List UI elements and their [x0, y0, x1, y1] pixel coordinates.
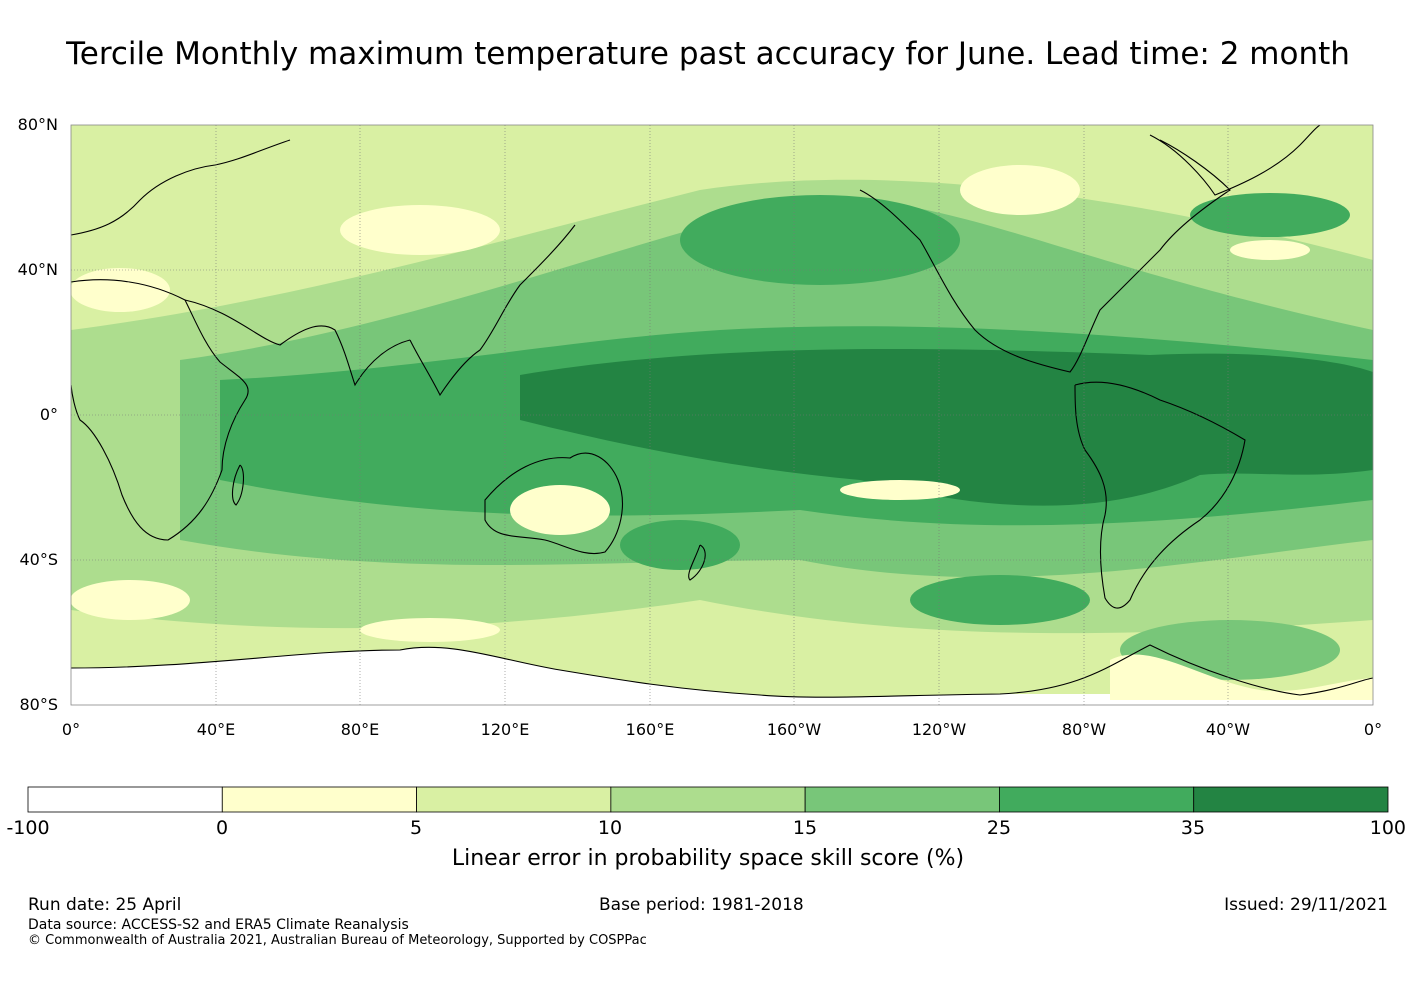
colorbar-segment: [610, 786, 806, 813]
colorbar-level-label: 25: [986, 817, 1012, 839]
run-date: Run date: 25 April: [28, 895, 182, 915]
skill-patch-low: [71, 268, 170, 312]
lon-label-0-right: 0°: [1363, 720, 1383, 739]
colorbar-segment: [27, 786, 223, 813]
coastline-greenland: [1149, 125, 1321, 196]
lon-label-40w: 40°W: [1205, 720, 1251, 739]
skill-region-max: [520, 349, 1373, 506]
antarctica-pale-fringe: [1110, 654, 1373, 700]
colorbar-level-label: -100: [6, 817, 50, 839]
coastline-north-america: [859, 139, 1231, 373]
lon-label-120e: 120°E: [480, 720, 530, 739]
skill-patch-low: [1230, 240, 1310, 260]
skill-patch-low: [840, 480, 960, 500]
lat-label-80s: 80°S: [19, 695, 58, 714]
colorbar-segment: [416, 786, 612, 813]
lon-label-80e: 80°E: [340, 720, 380, 739]
colorbar-segment: [221, 786, 417, 813]
chart-title: Tercile Monthly maximum temperature past…: [66, 36, 1350, 72]
antarctica-no-data: [71, 647, 1373, 705]
coastline-australia: [484, 452, 623, 555]
lon-label-0-left: 0°: [61, 720, 81, 739]
lon-label-160w: 160°W: [766, 720, 822, 739]
colorbar-level-label: 100: [1369, 817, 1406, 839]
colorbar: [27, 786, 1389, 813]
coastline-arabia-india: [184, 299, 411, 387]
coastline-south-america: [1074, 381, 1246, 609]
lon-label-40e: 40°E: [196, 720, 236, 739]
coastline-se-asia: [409, 224, 576, 397]
skill-patch-low: [71, 580, 190, 620]
lat-label-0: 0°: [39, 405, 58, 424]
coastlines: [71, 125, 1373, 698]
copyright: © Commonwealth of Australia 2021, Austra…: [28, 933, 647, 948]
lat-label-40s: 40°S: [19, 550, 58, 569]
coastline-antarctica: [71, 644, 1373, 698]
coastline-new-zealand: [688, 544, 706, 581]
coastline-europe: [71, 139, 291, 236]
colorbar-segment: [1193, 786, 1389, 813]
colorbar-title: Linear error in probability space skill …: [451, 846, 965, 871]
data-source: Data source: ACCESS-S2 and ERA5 Climate …: [28, 917, 409, 933]
colorbar-level-label: 35: [1180, 817, 1206, 839]
colorbar-level-label: 15: [792, 817, 818, 839]
graticule: [71, 125, 1373, 705]
colorbar-segment: [804, 786, 1000, 813]
skill-patch-low: [960, 165, 1080, 215]
coastline-madagascar: [231, 464, 245, 506]
skill-patch-low: [510, 485, 610, 535]
skill-blob: [680, 195, 960, 285]
skill-patch-low: [340, 205, 500, 255]
coastline-africa: [71, 279, 249, 541]
colorbar-level-label: 5: [409, 817, 423, 839]
lon-label-80w: 80°W: [1061, 720, 1107, 739]
colorbar-level-label: 0: [215, 817, 229, 839]
skill-patch-low: [360, 618, 500, 642]
colorbar-segment: [999, 786, 1195, 813]
issued-date: Issued: 29/11/2021: [1224, 895, 1388, 915]
skill-blob: [620, 520, 740, 570]
lat-label-80n: 80°N: [17, 115, 58, 134]
lon-label-120w: 120°W: [911, 720, 967, 739]
map-frame: [70, 124, 1374, 706]
skill-blob: [910, 575, 1090, 625]
base-period: Base period: 1981-2018: [599, 895, 804, 915]
lon-label-160e: 160°E: [625, 720, 675, 739]
skill-blob: [1190, 193, 1350, 237]
colorbar-level-label: 10: [597, 817, 623, 839]
lat-label-40n: 40°N: [17, 260, 58, 279]
